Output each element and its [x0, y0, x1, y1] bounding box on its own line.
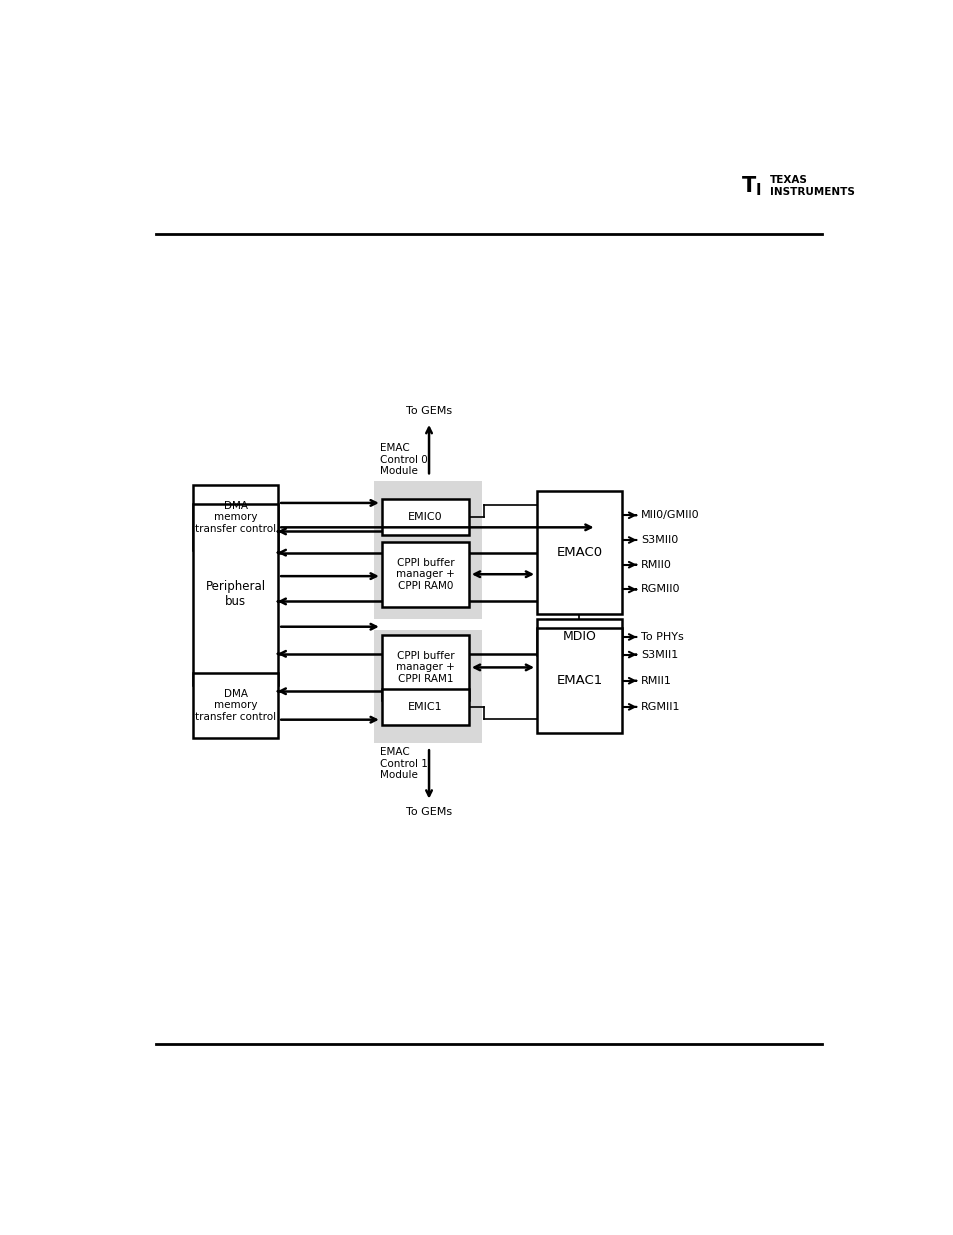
Bar — [537, 619, 621, 655]
Text: RGMII0: RGMII0 — [640, 584, 680, 594]
Text: S3MII1: S3MII1 — [640, 650, 678, 659]
Text: RGMII1: RGMII1 — [640, 701, 680, 711]
Text: DMA
memory
transfer control: DMA memory transfer control — [195, 500, 276, 534]
Text: S3MII0: S3MII0 — [640, 535, 678, 545]
Bar — [381, 689, 469, 725]
Text: DMA
memory
transfer control: DMA memory transfer control — [195, 689, 276, 722]
Text: RMII1: RMII1 — [640, 676, 672, 685]
Text: EMAC
Control 1
Module: EMAC Control 1 Module — [379, 747, 427, 781]
Text: EMIC1: EMIC1 — [408, 703, 442, 713]
Text: RMII0: RMII0 — [640, 559, 672, 569]
Text: To PHYs: To PHYs — [640, 632, 683, 642]
Text: EMIC0: EMIC0 — [408, 513, 442, 522]
Text: CPPI buffer
manager +
CPPI RAM0: CPPI buffer manager + CPPI RAM0 — [395, 558, 455, 590]
Bar — [537, 490, 621, 614]
Bar — [374, 482, 481, 619]
Text: $\bf{T_I}$: $\bf{T_I}$ — [740, 174, 760, 198]
Bar — [381, 542, 469, 606]
Bar — [193, 673, 278, 737]
Text: CPPI buffer
manager +
CPPI RAM1: CPPI buffer manager + CPPI RAM1 — [395, 651, 455, 684]
Text: EMAC0: EMAC0 — [556, 546, 602, 559]
Text: EMAC1: EMAC1 — [556, 674, 602, 687]
Bar — [374, 630, 481, 742]
Bar — [193, 504, 278, 684]
Bar — [193, 485, 278, 550]
Bar — [537, 629, 621, 734]
Bar — [381, 635, 469, 700]
Text: MDIO: MDIO — [562, 631, 596, 643]
Text: To GEMs: To GEMs — [406, 808, 452, 818]
Text: MII0/GMII0: MII0/GMII0 — [640, 510, 700, 520]
Text: EMAC
Control 0
Module: EMAC Control 0 Module — [379, 443, 427, 477]
Text: TEXAS
INSTRUMENTS: TEXAS INSTRUMENTS — [769, 175, 854, 198]
Bar — [381, 499, 469, 535]
Text: To GEMs: To GEMs — [406, 406, 452, 416]
Text: Peripheral
bus: Peripheral bus — [206, 580, 266, 608]
